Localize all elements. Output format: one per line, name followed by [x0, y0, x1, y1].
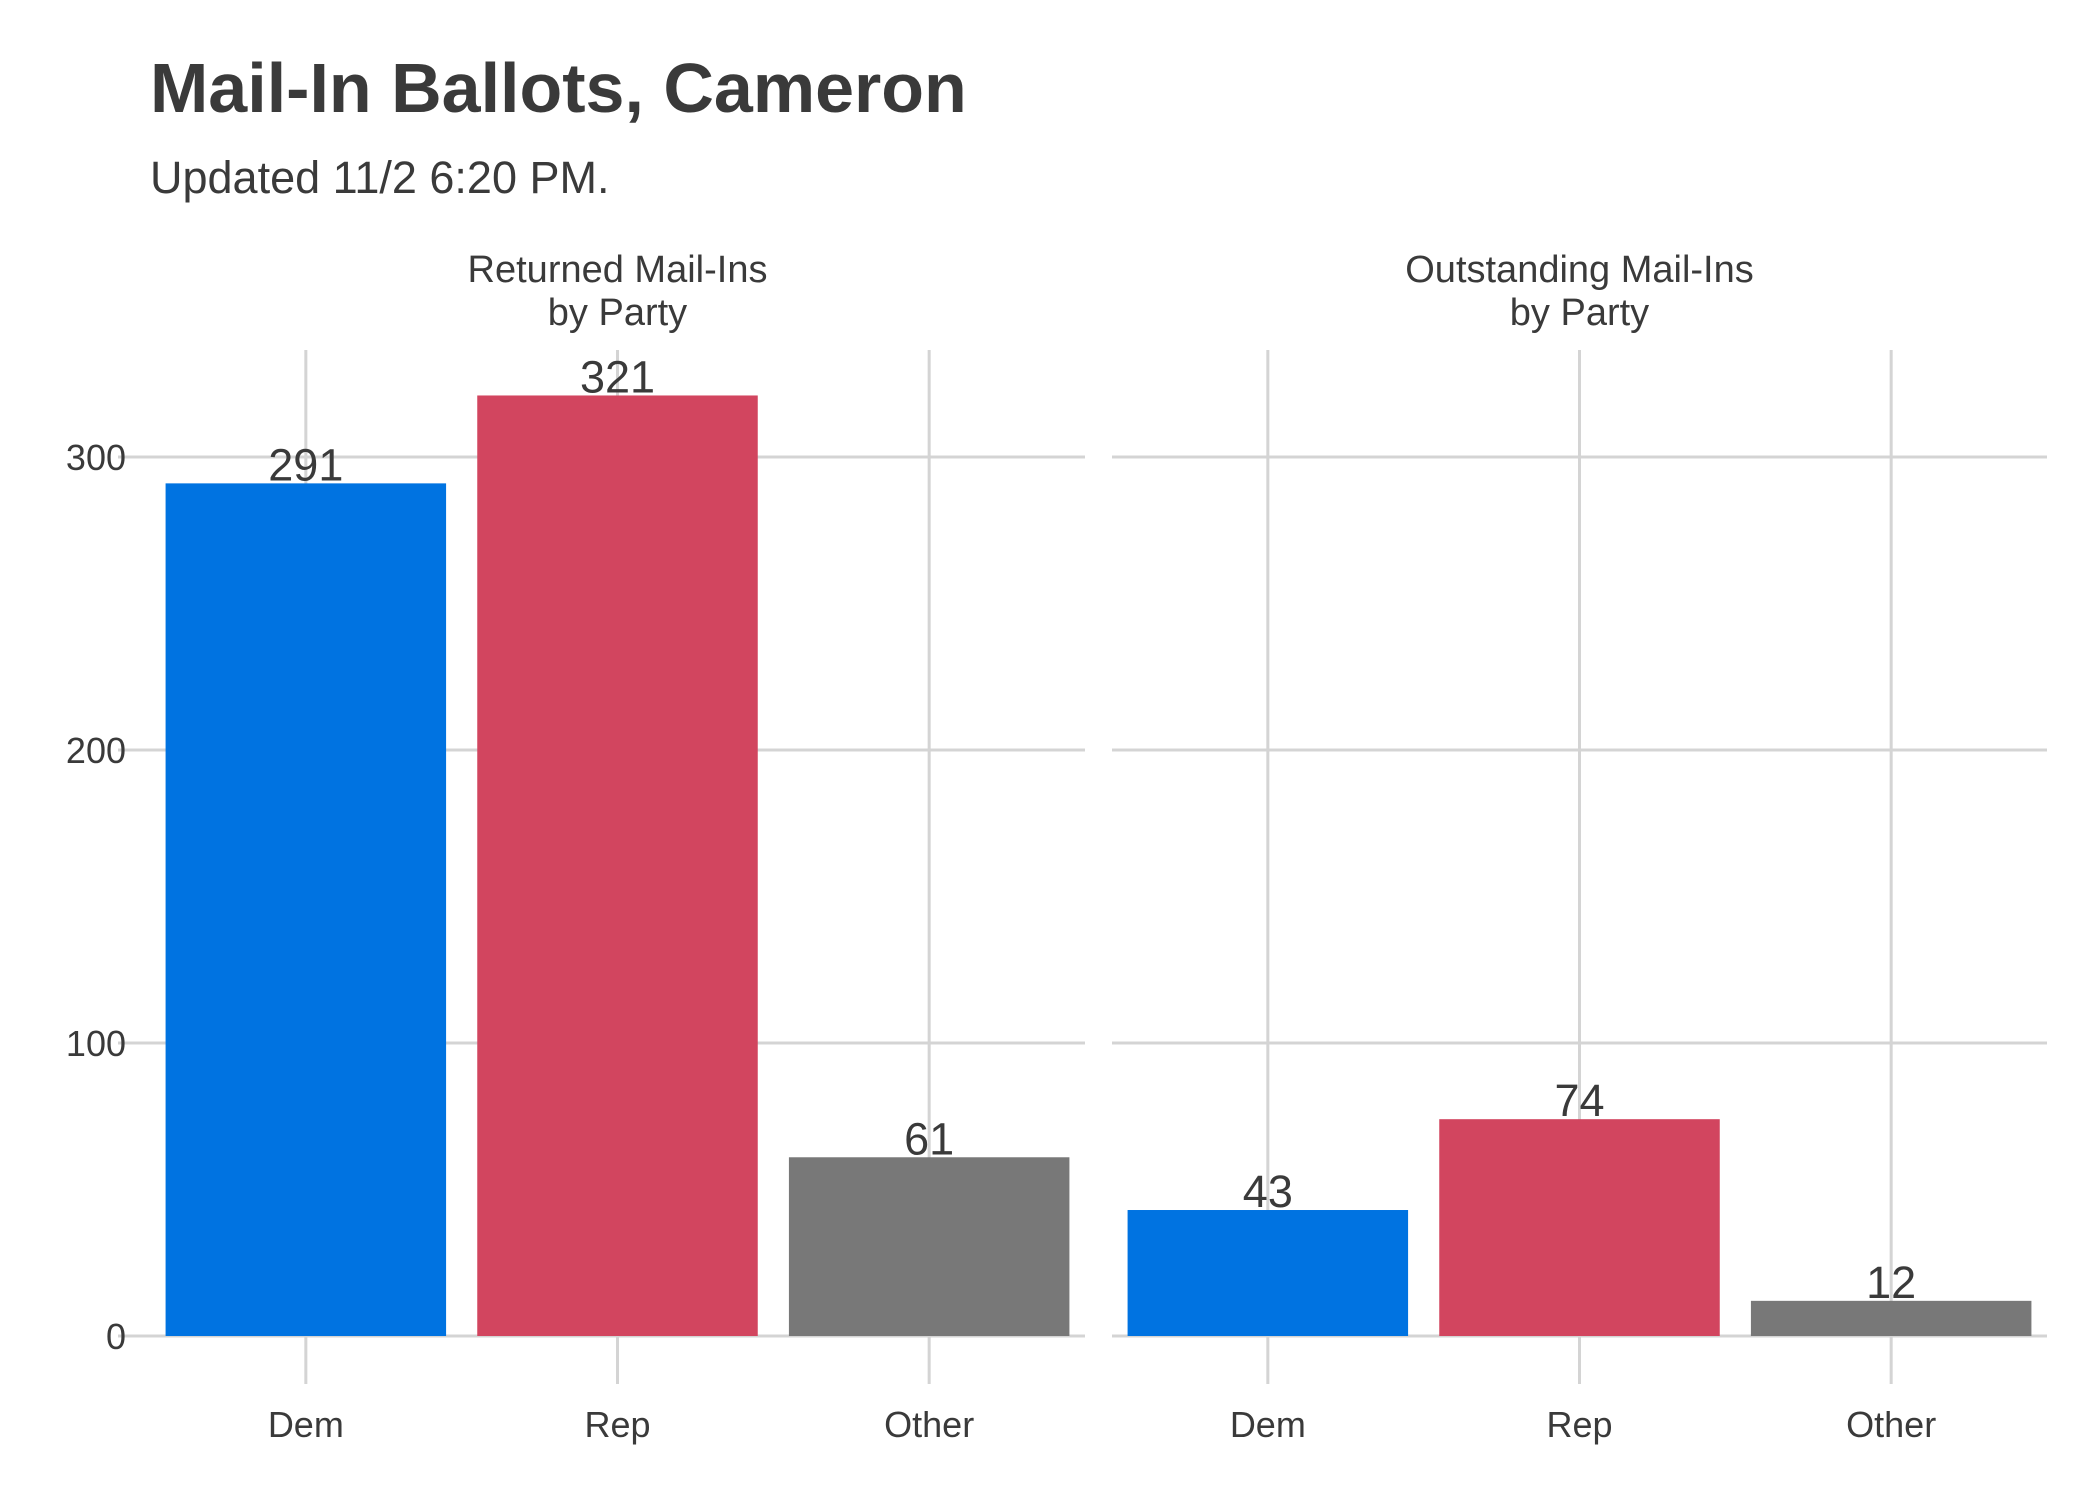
- data-label-rep: 74: [1554, 1075, 1604, 1126]
- chart-title: Mail-In Ballots, Cameron: [150, 49, 967, 127]
- x-tick-label-rep: Rep: [1546, 1404, 1612, 1445]
- y-tick-label-0: 0: [106, 1316, 126, 1357]
- chart-subtitle: Updated 11/2 6:20 PM.: [150, 152, 609, 203]
- data-label-rep: 321: [580, 351, 655, 402]
- x-tick-label-other: Other: [884, 1404, 974, 1445]
- y-tick-label-200: 200: [66, 730, 126, 771]
- data-label-other: 12: [1866, 1257, 1916, 1308]
- panel-2: 43 74 12 Dem Rep Other Outstanding Mail-Insby …: [1112, 249, 2047, 1445]
- panel-title-line-2: by Party: [548, 292, 687, 334]
- bar-other: [1750, 1300, 2032, 1336]
- y-tick-label-100: 100: [66, 1023, 126, 1064]
- bar-other: [788, 1157, 1070, 1336]
- bar-rep: [1439, 1119, 1720, 1336]
- panel-title-line-1: Returned Mail-Ins: [468, 249, 768, 291]
- bar-dem: [165, 483, 447, 1336]
- data-label-dem: 291: [268, 439, 343, 490]
- panel-title-line-2: by Party: [1510, 292, 1649, 334]
- bar-rep: [477, 395, 758, 1337]
- data-label-other: 61: [904, 1113, 954, 1164]
- x-tick-label-dem: Dem: [1230, 1404, 1306, 1445]
- x-tick-label-other: Other: [1846, 1404, 1936, 1445]
- data-label-dem: 43: [1243, 1166, 1293, 1217]
- panel-title-line-1: Outstanding Mail-Ins: [1405, 249, 1754, 291]
- bar-dem: [1127, 1210, 1409, 1336]
- x-tick-label-dem: Dem: [268, 1404, 344, 1445]
- x-tick-label-rep: Rep: [584, 1404, 650, 1445]
- y-tick-label-300: 300: [66, 437, 126, 478]
